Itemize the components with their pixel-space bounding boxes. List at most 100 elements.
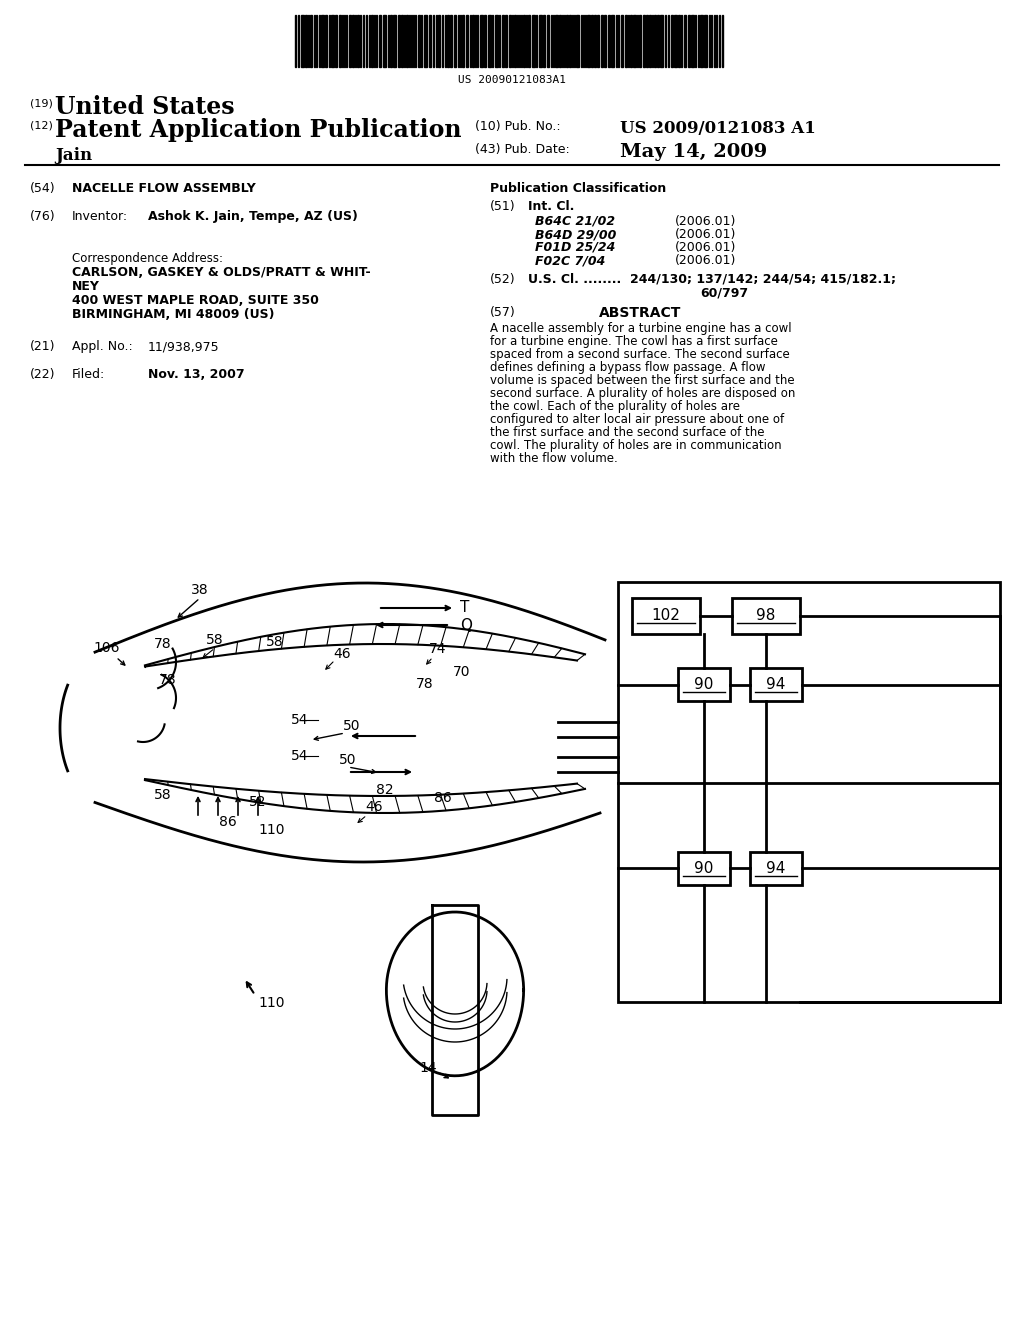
Text: Appl. No.:: Appl. No.: <box>72 341 133 352</box>
Text: (2006.01): (2006.01) <box>675 228 736 242</box>
Text: 82: 82 <box>376 783 394 797</box>
Text: second surface. A plurality of holes are disposed on: second surface. A plurality of holes are… <box>490 387 796 400</box>
Bar <box>454 15 456 67</box>
Text: F02C 7/04: F02C 7/04 <box>535 253 605 267</box>
Bar <box>700 15 703 67</box>
Bar <box>310 15 312 67</box>
Bar <box>539 15 542 67</box>
Bar <box>357 15 359 67</box>
Text: CARLSON, GASKEY & OLDS/PRATT & WHIT-: CARLSON, GASKEY & OLDS/PRATT & WHIT- <box>72 267 371 279</box>
Text: spaced from a second surface. The second surface: spaced from a second surface. The second… <box>490 348 790 360</box>
Text: 11/938,975: 11/938,975 <box>148 341 219 352</box>
Text: Q: Q <box>460 618 472 632</box>
Text: Correspondence Address:: Correspondence Address: <box>72 252 223 265</box>
Text: U.S. Cl. ........: U.S. Cl. ........ <box>528 273 622 286</box>
Text: 400 WEST MAPLE ROAD, SUITE 350: 400 WEST MAPLE ROAD, SUITE 350 <box>72 294 318 308</box>
Bar <box>466 15 468 67</box>
Text: defines defining a bypass flow passage. A flow: defines defining a bypass flow passage. … <box>490 360 766 374</box>
Bar <box>604 15 606 67</box>
Bar <box>514 15 516 67</box>
Text: (19): (19) <box>30 98 53 108</box>
Text: 46: 46 <box>366 800 383 814</box>
Bar <box>643 15 645 67</box>
Bar <box>325 15 327 67</box>
Text: Patent Application Publication: Patent Application Publication <box>55 117 462 143</box>
Bar <box>390 15 392 67</box>
Bar <box>502 15 504 67</box>
Bar <box>632 598 700 634</box>
Text: (10) Pub. No.:: (10) Pub. No.: <box>475 120 560 133</box>
Bar <box>660 15 663 67</box>
Bar <box>639 15 641 67</box>
Bar <box>301 15 304 67</box>
Bar <box>688 15 690 67</box>
Text: Jain: Jain <box>55 147 92 164</box>
Bar <box>339 15 341 67</box>
Text: US 20090121083A1: US 20090121083A1 <box>458 75 566 84</box>
Text: F01D 25/24: F01D 25/24 <box>535 242 615 253</box>
Bar <box>418 15 420 67</box>
Bar <box>608 15 610 67</box>
Bar <box>674 15 677 67</box>
Text: cowl. The plurality of holes are in communication: cowl. The plurality of holes are in comm… <box>490 440 781 451</box>
Text: 90: 90 <box>694 861 714 876</box>
Text: (21): (21) <box>30 341 55 352</box>
Text: Publication Classification: Publication Classification <box>490 182 667 195</box>
Text: Filed:: Filed: <box>72 368 105 381</box>
Text: configured to alter local air pressure about one of: configured to alter local air pressure a… <box>490 413 784 426</box>
Text: May 14, 2009: May 14, 2009 <box>620 143 767 161</box>
Text: Ashok K. Jain, Tempe, AZ (US): Ashok K. Jain, Tempe, AZ (US) <box>148 210 357 223</box>
Bar <box>472 15 474 67</box>
Text: for a turbine engine. The cowl has a first surface: for a turbine engine. The cowl has a fir… <box>490 335 778 348</box>
Text: T: T <box>460 601 469 615</box>
Bar <box>657 15 659 67</box>
Text: 38: 38 <box>191 583 209 597</box>
Text: 70: 70 <box>454 665 471 678</box>
Bar <box>406 15 408 67</box>
Text: 244/130; 137/142; 244/54; 415/182.1;: 244/130; 137/142; 244/54; 415/182.1; <box>630 273 896 286</box>
Text: 106: 106 <box>94 642 120 655</box>
Bar <box>750 668 802 701</box>
Text: 50: 50 <box>339 752 356 767</box>
Bar <box>597 15 599 67</box>
Bar <box>678 668 730 701</box>
Text: 110: 110 <box>259 997 286 1010</box>
Bar <box>488 15 490 67</box>
Text: 90: 90 <box>694 677 714 692</box>
Bar <box>447 15 449 67</box>
Bar <box>438 15 440 67</box>
Text: 46: 46 <box>333 647 351 661</box>
Bar <box>684 15 686 67</box>
Text: (52): (52) <box>490 273 516 286</box>
Bar <box>691 15 694 67</box>
Bar <box>505 15 507 67</box>
Text: 54: 54 <box>291 713 309 727</box>
Text: 86: 86 <box>434 791 452 805</box>
Text: (2006.01): (2006.01) <box>675 242 736 253</box>
Text: (76): (76) <box>30 210 55 223</box>
Text: the cowl. Each of the plurality of holes are: the cowl. Each of the plurality of holes… <box>490 400 740 413</box>
Bar <box>621 15 623 67</box>
Text: 58: 58 <box>266 635 284 649</box>
Bar <box>750 851 802 884</box>
Bar <box>532 15 535 67</box>
Text: 58: 58 <box>155 788 172 803</box>
Bar <box>732 598 800 634</box>
Text: NACELLE FLOW ASSEMBLY: NACELLE FLOW ASSEMBLY <box>72 182 256 195</box>
Bar <box>555 15 558 67</box>
Bar <box>335 15 337 67</box>
Text: 78: 78 <box>159 673 177 686</box>
Text: NEY: NEY <box>72 280 100 293</box>
Bar <box>625 15 627 67</box>
Bar <box>594 15 596 67</box>
Text: with the flow volume.: with the flow volume. <box>490 451 617 465</box>
Text: (54): (54) <box>30 182 55 195</box>
Bar <box>331 15 334 67</box>
Text: volume is spaced between the first surface and the: volume is spaced between the first surfa… <box>490 374 795 387</box>
Bar <box>349 15 351 67</box>
Bar <box>528 15 530 67</box>
Bar <box>618 582 1000 1002</box>
Text: 60/797: 60/797 <box>700 286 749 300</box>
Text: 14: 14 <box>419 1061 437 1074</box>
Bar <box>649 15 651 67</box>
